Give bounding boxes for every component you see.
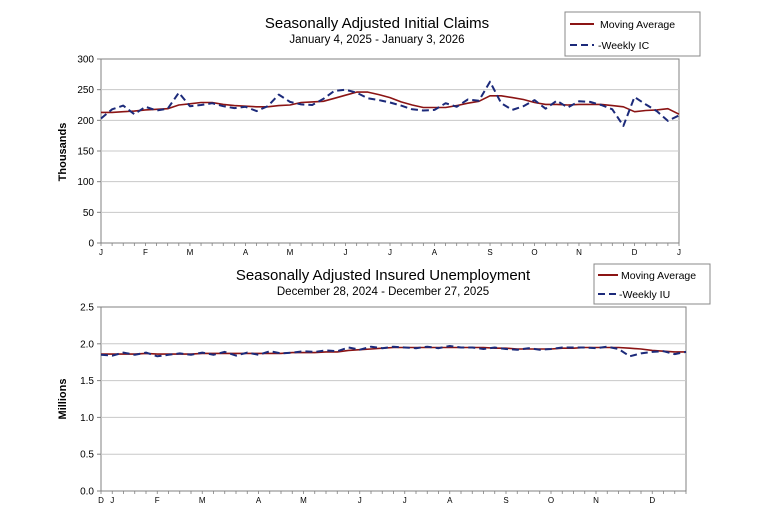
- chart2-ytick-label: 2.5: [80, 303, 94, 314]
- chart2-subtitle: December 28, 2024 - December 27, 2025: [277, 286, 489, 298]
- chart2-month-label: D: [649, 496, 655, 505]
- chart2-month-label: M: [199, 496, 206, 505]
- chart1-legend-box: [564, 11, 701, 57]
- chart2-ylabel: Millions: [57, 379, 69, 420]
- chart2-ytick-label: 2.0: [80, 339, 94, 350]
- chart2-month-label: M: [300, 496, 307, 505]
- chart2-month-label: A: [447, 496, 453, 505]
- chart1-month-label: A: [432, 248, 438, 257]
- chart2-title: Seasonally Adjusted Insured Unemployment: [236, 267, 531, 284]
- chart1-month-label: A: [243, 248, 249, 257]
- chart2-plot-frame: [100, 306, 687, 492]
- chart2-month-label: F: [155, 496, 160, 505]
- chart1-series-moving-average: [101, 91, 680, 115]
- chart1-month-label: F: [143, 248, 148, 257]
- chart1-subtitle: January 4, 2025 - January 3, 2026: [289, 34, 464, 46]
- chart1-ytick-label: 200: [77, 116, 94, 127]
- chart2-legend: Moving Average -Weekly IU: [593, 263, 711, 305]
- chart2-ytick-label: 0.5: [80, 450, 94, 461]
- chart1-month-label: D: [632, 248, 638, 257]
- chart1-month-label: O: [531, 248, 537, 257]
- chart2-legend-ma-label: Moving Average: [621, 270, 696, 282]
- chart1-month-label: J: [677, 248, 681, 257]
- chart1-ytick-label: 300: [77, 55, 94, 66]
- chart1-legend-ma-label: Moving Average: [600, 19, 675, 31]
- chart2-month-label: N: [593, 496, 599, 505]
- initial-claims-chart: Seasonally Adjusted Initial Claims Janua…: [57, 11, 701, 258]
- chart1-legend-weekly-label: -Weekly IC: [598, 40, 650, 52]
- insured-unemployment-chart: Seasonally Adjusted Insured Unemployment…: [57, 263, 711, 505]
- chart1-plot-area: 0 50 100 150 200 250 300 J F M A M J J A S O N D J: [77, 55, 681, 258]
- chart1-ytick-label: 50: [83, 208, 95, 219]
- chart1-ytick-label: 150: [77, 147, 94, 158]
- chart1-month-label: J: [99, 248, 103, 257]
- chart1-month-label: N: [576, 248, 582, 257]
- chart2-ytick-label: 1.5: [80, 376, 94, 387]
- chart2-legend-box: [593, 263, 711, 305]
- chart1-month-label: M: [287, 248, 294, 257]
- chart1-ytick-label: 100: [77, 177, 94, 188]
- chart1-series-weekly: [100, 80, 680, 127]
- chart1-month-label: J: [388, 248, 392, 257]
- chart1-title: Seasonally Adjusted Initial Claims: [265, 15, 489, 32]
- chart2-month-label: D: [98, 496, 104, 505]
- chart2-series-weekly: [100, 345, 687, 358]
- chart1-month-label: M: [187, 248, 194, 257]
- chart1-month-label: S: [487, 248, 492, 257]
- chart2-legend-weekly-label: -Weekly IU: [619, 289, 670, 301]
- chart2-plot-area: 0.00.51.01.52.02.5D J F M A M J J A S O N D: [80, 303, 687, 505]
- chart1-month-label: J: [344, 248, 348, 257]
- chart1-legend: Moving Average -Weekly IC: [564, 11, 701, 57]
- chart1-ytick-label: 250: [77, 85, 94, 96]
- chart2-month-label: J: [358, 496, 362, 505]
- chart2-month-label: S: [503, 496, 508, 505]
- chart1-ytick-label: 0: [88, 239, 94, 250]
- chart2-month-label: A: [256, 496, 262, 505]
- chart1-ylabel: Thousands: [57, 123, 69, 182]
- chart2-month-label: O: [548, 496, 554, 505]
- chart2-ytick-label: 1.0: [80, 413, 94, 424]
- chart2-month-label: J: [110, 496, 114, 505]
- chart2-ytick-label: 0.0: [80, 487, 94, 498]
- chart2-month-label: J: [403, 496, 407, 505]
